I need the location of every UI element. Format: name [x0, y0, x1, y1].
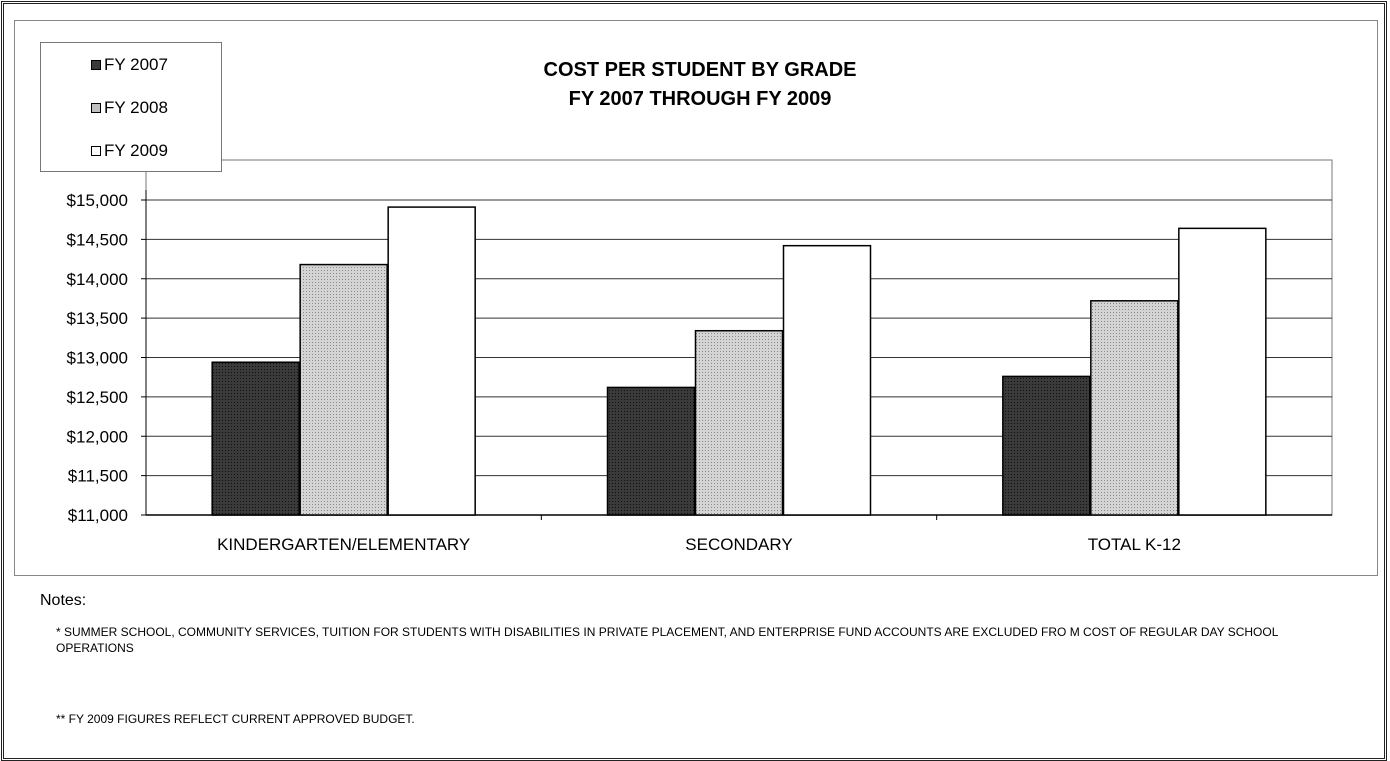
- bar-fy2007-0: [211, 361, 300, 516]
- bar-fy2009-1: [782, 244, 872, 516]
- x-tick-label: TOTAL K-12: [1088, 535, 1181, 554]
- chart-area: [14, 20, 1378, 576]
- chart-title: COST PER STUDENT BY GRADE: [543, 59, 857, 81]
- y-tick-label: $13,000: [67, 349, 128, 368]
- chart-title-block: COST PER STUDENT BY GRADE FY 2007 THROUG…: [420, 56, 980, 114]
- notes-heading: Notes:: [40, 592, 87, 609]
- x-tick-label: KINDERGARTEN/ELEMENTARY: [217, 535, 470, 554]
- y-tick-label: $14,500: [67, 230, 128, 249]
- bar-fy2007-2: [1002, 375, 1091, 516]
- legend-swatch-fy2007: [91, 60, 101, 70]
- bar-fy2007-1: [606, 386, 696, 516]
- note-2: ** FY 2009 FIGURES REFLECT CURRENT APPRO…: [56, 712, 415, 726]
- legend-swatch-fy2009: [91, 146, 101, 156]
- note-1: * SUMMER SCHOOL, COMMUNITY SERVICES, TUI…: [56, 625, 1278, 655]
- legend: FY 2007 FY 2008 FY 2009: [40, 42, 222, 172]
- y-tick-label: $11,500: [68, 467, 128, 486]
- legend-label-fy2009: FY 2009: [104, 141, 168, 160]
- y-tick-label: $15,000: [67, 191, 128, 210]
- legend-item-fy2007: FY 2007: [91, 55, 168, 75]
- legend-label-fy2007: FY 2007: [104, 55, 168, 74]
- y-tick-label: $13,500: [67, 309, 128, 328]
- bar-fy2008-2: [1090, 300, 1179, 516]
- legend-label-fy2008: FY 2008: [104, 98, 168, 117]
- bar-fy2008-1: [694, 329, 784, 516]
- y-tick-label: $12,500: [67, 388, 128, 407]
- bar-fy2009-0: [387, 206, 476, 516]
- bar-fy2008-0: [299, 263, 388, 516]
- chart-subtitle: FY 2007 THROUGH FY 2009: [568, 88, 832, 110]
- legend-swatch-fy2008: [91, 103, 101, 113]
- y-tick-label: $14,000: [67, 270, 128, 289]
- y-tick-label: $12,000: [67, 427, 128, 446]
- bar-fy2009-2: [1178, 227, 1267, 516]
- x-tick-label: SECONDARY: [685, 535, 792, 554]
- legend-item-fy2009: FY 2009: [91, 141, 168, 161]
- y-tick-label: $11,000: [68, 506, 128, 525]
- legend-item-fy2008: FY 2008: [91, 98, 168, 118]
